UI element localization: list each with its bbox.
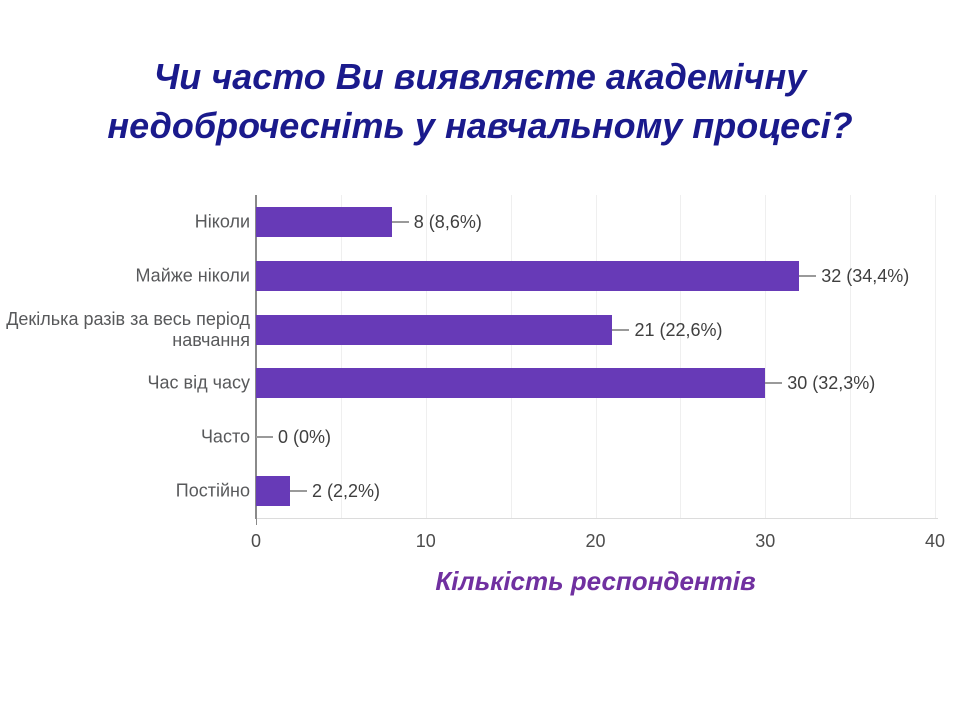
- value-label: 21 (22,6%): [634, 319, 723, 340]
- value-connector: [391, 220, 409, 223]
- gridline: [935, 195, 936, 518]
- value-connector: [799, 274, 817, 277]
- x-tick-label: 40: [924, 531, 946, 551]
- gridline: [850, 195, 852, 518]
- x-tick-label: 0: [250, 531, 262, 551]
- bar: [256, 206, 392, 237]
- x-tick-label: 30: [755, 531, 776, 551]
- category-label: Час від часу: [147, 372, 250, 393]
- category-label: Ніколи: [194, 211, 250, 232]
- x-axis-line: [256, 518, 938, 519]
- value-label: 32 (34,4%): [821, 265, 910, 286]
- x-axis-tick: [256, 518, 257, 525]
- bar: [256, 368, 766, 399]
- value-connector: [289, 490, 307, 493]
- chart-title-line1: Чи часто Ви виявляєте академічну: [153, 56, 807, 97]
- gridline: [510, 195, 512, 518]
- gridline: [425, 195, 427, 518]
- value-label: 30 (32,3%): [787, 373, 876, 394]
- value-label: 8 (8,6%): [413, 211, 482, 232]
- value-label: 2 (2,2%): [311, 481, 380, 502]
- gridline: [765, 195, 767, 518]
- chart-title: Чи часто Ви виявляєте академічну недобро…: [0, 52, 960, 150]
- value-connector: [612, 328, 630, 331]
- value-label: 0 (0%): [278, 427, 332, 448]
- bar: [256, 476, 290, 507]
- gridline: [340, 195, 342, 518]
- y-axis-line: [255, 195, 257, 519]
- category-label: Декілька разів за весь період навчання: [6, 308, 250, 350]
- bar: [256, 260, 800, 291]
- category-label: Часто: [200, 426, 250, 447]
- x-tick-label: 10: [415, 531, 436, 551]
- bar: [256, 314, 613, 345]
- x-axis-label: Кількість респондентів: [435, 566, 756, 596]
- category-label: Постійно: [175, 480, 250, 501]
- gridline: [595, 195, 597, 518]
- category-label: Майже ніколи: [135, 265, 250, 286]
- value-connector: [765, 382, 783, 385]
- gridline: [680, 195, 682, 518]
- x-tick-label: 20: [585, 531, 606, 551]
- chart-title-line2: недоброчесніть у навчальному процесі?: [107, 105, 853, 146]
- value-connector: [256, 436, 273, 439]
